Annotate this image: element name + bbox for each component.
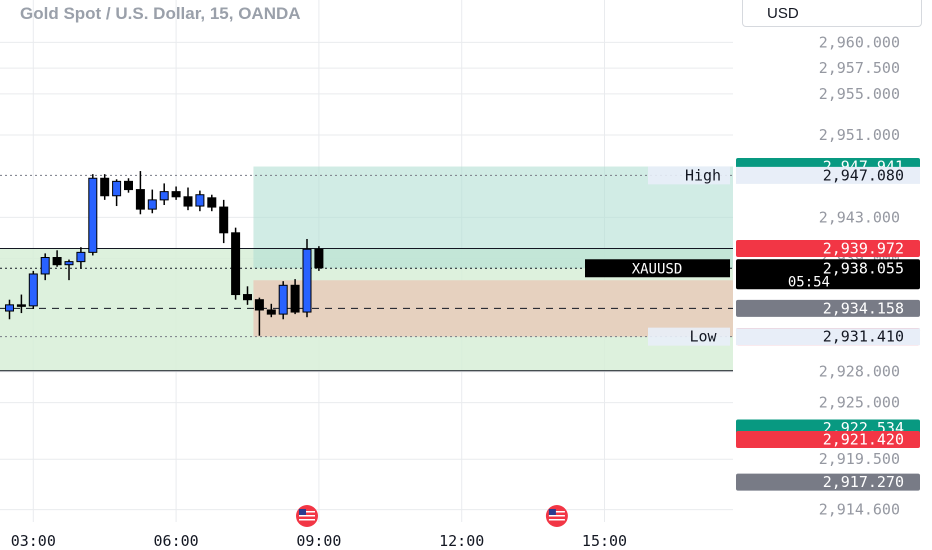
- flag-stripe: [299, 511, 315, 513]
- y-tick-label: 2,955.000: [819, 85, 900, 103]
- candle-body: [254, 299, 264, 311]
- symbol-label-bg: [585, 259, 730, 278]
- reference-lines: High Low XAUUSD: [0, 166, 733, 372]
- candle-body: [266, 309, 276, 315]
- flag-stripe: [548, 515, 565, 517]
- candle-body: [76, 251, 86, 263]
- candle-body: [219, 206, 229, 234]
- bar-countdown: 05:54: [788, 274, 830, 290]
- high-label: High: [685, 166, 721, 184]
- symbol-label: XAUUSD: [632, 261, 683, 277]
- candle-body: [231, 232, 241, 296]
- candle-body: [135, 189, 145, 210]
- y-tick-label: 2,914.600: [819, 501, 900, 519]
- candle-body: [100, 177, 110, 197]
- last-price-tag-bg: [736, 259, 920, 290]
- x-tick-label: 03:00: [11, 532, 56, 550]
- price-tag-bg: [736, 473, 920, 491]
- price-tag-bg: [736, 430, 920, 448]
- y-tick-label: 2,943.000: [819, 208, 900, 226]
- candle-body: [5, 304, 14, 312]
- candle-body: [88, 177, 98, 253]
- candle-body: [28, 273, 38, 307]
- y-tick-label: 2,951.000: [819, 126, 900, 144]
- flag-stripe: [548, 519, 565, 521]
- candle-body: [16, 304, 26, 307]
- candle-body: [314, 248, 324, 269]
- x-tick-label: 09:00: [296, 532, 341, 550]
- flag-stripe: [299, 515, 315, 517]
- flag-canton: [299, 509, 306, 515]
- y-tick-label: 2,919.500: [819, 450, 900, 468]
- price-tag-bg: [736, 240, 920, 258]
- candle-body: [278, 284, 288, 315]
- candle-body: [159, 191, 169, 201]
- high-price-tag: 2,947.080: [823, 166, 904, 184]
- price-tag-bg: [736, 299, 920, 317]
- candle-body: [52, 257, 62, 266]
- high-price-tag-bg: [736, 166, 920, 184]
- flag-stripe: [548, 511, 565, 513]
- last-price-value: 2,938.055: [823, 259, 904, 277]
- candle-body: [302, 248, 312, 313]
- x-tick-label: 12:00: [439, 532, 484, 550]
- candle-body: [171, 191, 181, 198]
- candle-body: [112, 180, 122, 197]
- low-price-tag: 2,931.410: [823, 328, 904, 346]
- candle-body: [124, 180, 133, 191]
- us-flag-icon: [296, 505, 318, 527]
- price-tag: 2,917.270: [823, 473, 904, 491]
- y-tick-label: 2,925.000: [819, 394, 900, 412]
- time-axis: 03:00 06:00 09:00 12:00 15:00: [11, 505, 627, 550]
- candle-body: [195, 194, 205, 207]
- price-tag: 2,934.158: [823, 299, 904, 317]
- currency-selector[interactable]: USD: [742, 0, 922, 27]
- x-tick-label: 15:00: [582, 532, 627, 550]
- low-label-bg: [648, 327, 730, 346]
- candles: [5, 171, 324, 336]
- price-tag: 2,921.420: [823, 430, 904, 448]
- flag-stripe: [299, 519, 315, 521]
- us-flag-icon: [545, 505, 568, 527]
- x-tick-label: 06:00: [154, 532, 199, 550]
- low-price-tag-bg: [736, 328, 920, 346]
- chart-title: Gold Spot / U.S. Dollar, 15, OANDA: [20, 4, 301, 23]
- y-tick-label: 2,960.000: [819, 33, 900, 51]
- candle-body: [243, 294, 252, 301]
- low-label: Low: [689, 328, 717, 346]
- price-tags: 2,947.9412,939.9722,936.9202,934.1582,93…: [736, 158, 920, 491]
- candle-body: [64, 261, 74, 266]
- flag-canton: [548, 509, 556, 515]
- candle-body: [147, 199, 157, 210]
- y-tick-label: 2,957.500: [819, 59, 900, 77]
- candle-body: [290, 284, 300, 313]
- candle-body: [40, 257, 50, 275]
- y-tick-label: 2,928.000: [819, 363, 900, 381]
- candle-body: [207, 197, 217, 208]
- high-label-bg: [648, 166, 730, 185]
- price-axis: 2,960.000 2,957.500 2,955.000 2,951.000 2,94…: [819, 33, 900, 518]
- candle-body: [183, 196, 193, 207]
- price-tag: 2,939.972: [823, 240, 904, 258]
